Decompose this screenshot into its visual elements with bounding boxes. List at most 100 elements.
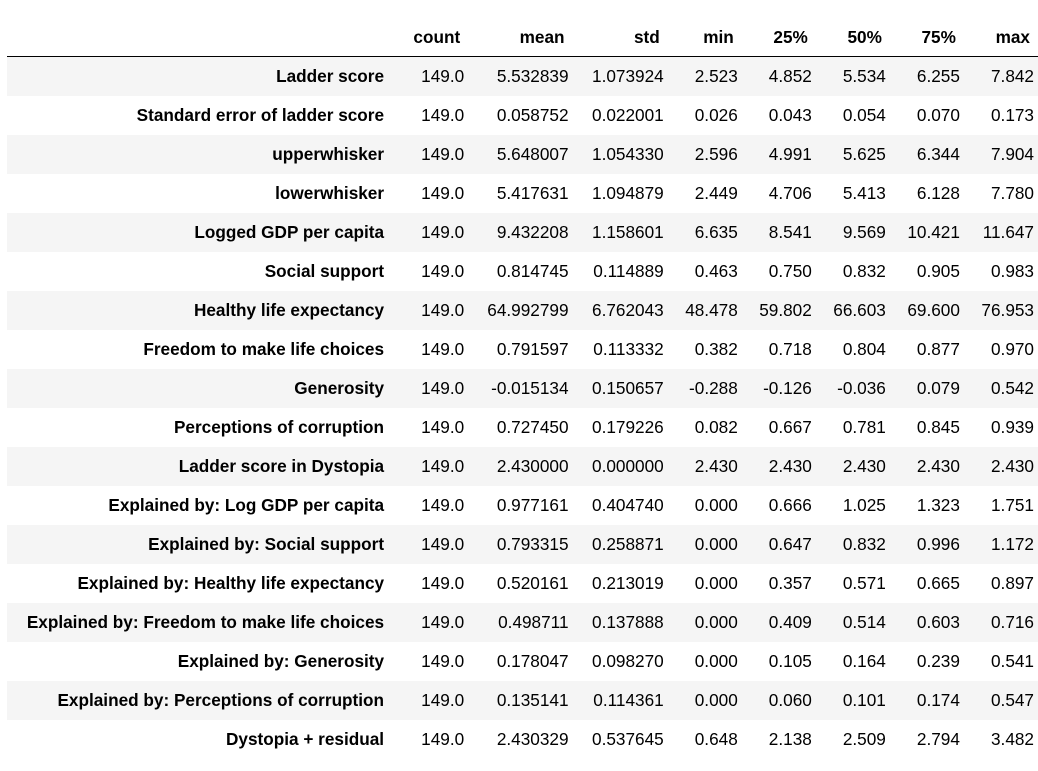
cell-std: 0.137888 (592, 611, 664, 632)
cell-25pct: 0.718 (768, 338, 812, 359)
cell-std: 1.094879 (592, 182, 664, 203)
cell-75pct: 0.079 (916, 377, 960, 398)
cell-50pct: 0.054 (842, 104, 886, 125)
cell-75pct: 69.600 (907, 299, 960, 320)
cell-std: 1.073924 (592, 65, 664, 86)
cell-min: 0.000 (694, 611, 738, 632)
cell-25pct: 0.647 (768, 533, 812, 554)
cell-max: 0.173 (990, 104, 1034, 125)
cell-std: 1.054330 (592, 143, 664, 164)
cell-std: 0.000000 (592, 455, 664, 476)
table-row: Explained by: Freedom to make life choic… (7, 602, 1038, 642)
table-row: Ladder score in Dystopia 149.0 2.430000 0.0… (7, 446, 1038, 486)
cell-min: 0.000 (694, 494, 738, 515)
cell-min: 2.523 (694, 65, 738, 86)
cell-min: 2.449 (694, 182, 738, 203)
cell-25pct: 4.991 (768, 143, 812, 164)
table-row: lowerwhisker 149.0 5.417631 1.094879 2.449 4.… (7, 174, 1038, 213)
cell-50pct: 0.101 (842, 689, 886, 710)
cell-50pct: 66.603 (833, 299, 886, 320)
cell-25pct: 0.060 (768, 689, 812, 710)
cell-count: 149.0 (421, 182, 465, 203)
cell-25pct: 8.541 (768, 221, 812, 242)
cell-min: 0.463 (694, 260, 738, 281)
cell-75pct: 0.996 (916, 533, 960, 554)
cell-25pct: 0.105 (768, 650, 812, 671)
row-label: Ladder score in Dystopia (178, 455, 385, 476)
row-label: Freedom to make life choices (143, 338, 385, 359)
table-row: Social support 149.0 0.814745 0.114889 0.463… (7, 252, 1038, 291)
column-header-75pct: 75% (889, 18, 964, 57)
cell-min: 0.000 (694, 689, 738, 710)
table-row: Healthy life expectancy 149.0 64.992799 6.7… (7, 290, 1038, 330)
cell-50pct: 5.534 (842, 65, 886, 86)
row-label: Explained by: Freedom to make life choic… (26, 611, 385, 632)
cell-min: 0.000 (694, 533, 738, 554)
row-label: Dystopia + residual (225, 728, 385, 749)
cell-75pct: 0.070 (916, 104, 960, 125)
cell-25pct: 59.802 (759, 299, 812, 320)
cell-mean: 2.430329 (496, 728, 569, 749)
cell-mean: 0.498711 (498, 611, 569, 632)
cell-50pct: 0.804 (842, 338, 886, 359)
cell-std: 0.114889 (593, 260, 664, 281)
cell-mean: 0.178047 (496, 650, 569, 671)
cell-max: 7.904 (990, 143, 1034, 164)
cell-75pct: 0.665 (916, 572, 960, 593)
cell-25pct: 0.409 (768, 611, 812, 632)
cell-75pct: 2.794 (916, 728, 960, 749)
row-label: upperwhisker (272, 143, 385, 164)
column-header-50pct: 50% (815, 18, 890, 57)
cell-50pct: 0.514 (842, 611, 886, 632)
row-label: Explained by: Log GDP per capita (108, 494, 385, 515)
cell-75pct: 6.344 (916, 143, 960, 164)
table-row: Explained by: Social support 149.0 0.79331… (7, 524, 1038, 564)
table-body: Ladder score 149.0 5.532839 1.073924 2.523 4.… (7, 56, 1038, 759)
cell-25pct: 0.750 (768, 260, 812, 281)
cell-std: 0.179226 (592, 416, 664, 437)
cell-25pct: 0.043 (768, 104, 812, 125)
cell-75pct: 2.430 (916, 455, 960, 476)
cell-min: 0.648 (694, 728, 738, 749)
cell-max: 0.716 (990, 611, 1034, 632)
cell-std: 0.258871 (592, 533, 664, 554)
cell-count: 149.0 (421, 260, 465, 281)
cell-25pct: 4.706 (768, 182, 812, 203)
cell-min: 48.478 (685, 299, 738, 320)
row-label: Logged GDP per capita (194, 221, 385, 242)
cell-count: 149.0 (421, 572, 465, 593)
cell-75pct: 10.421 (907, 221, 960, 242)
cell-75pct: 0.239 (916, 650, 960, 671)
cell-50pct: -0.036 (837, 377, 886, 398)
cell-count: 149.0 (421, 533, 465, 554)
cell-count: 149.0 (421, 494, 465, 515)
cell-count: 149.0 (421, 377, 465, 398)
column-header-25pct: 25% (741, 18, 816, 57)
table-row: Explained by: Generosity 149.0 0.178047 0.0… (7, 642, 1038, 681)
cell-count: 149.0 (421, 416, 465, 437)
cell-75pct: 0.905 (916, 260, 960, 281)
cell-75pct: 1.323 (916, 494, 960, 515)
row-label: Explained by: Social support (148, 533, 385, 554)
cell-count: 149.0 (421, 650, 465, 671)
row-label: Explained by: Perceptions of corruption (57, 689, 385, 710)
cell-max: 3.482 (990, 728, 1034, 749)
table-row: Standard error of ladder score 149.0 0.058… (7, 96, 1038, 135)
cell-mean: 0.520161 (496, 572, 569, 593)
cell-mean: 9.432208 (496, 221, 569, 242)
cell-std: 0.098270 (592, 650, 664, 671)
cell-min: 0.082 (694, 416, 738, 437)
table-row: Explained by: Log GDP per capita 149.0 0.9… (7, 486, 1038, 525)
cell-max: 0.547 (990, 689, 1034, 710)
row-label: Social support (264, 260, 385, 281)
cell-50pct: 0.832 (842, 260, 886, 281)
cell-min: 0.000 (694, 572, 738, 593)
cell-50pct: 1.025 (842, 494, 886, 515)
cell-count: 149.0 (421, 611, 465, 632)
cell-std: 0.022001 (592, 104, 664, 125)
cell-std: 0.114361 (593, 689, 664, 710)
row-label: Explained by: Healthy life expectancy (77, 572, 385, 593)
cell-max: 0.939 (990, 416, 1034, 437)
cell-50pct: 9.569 (842, 221, 886, 242)
cell-max: 11.647 (982, 221, 1034, 242)
